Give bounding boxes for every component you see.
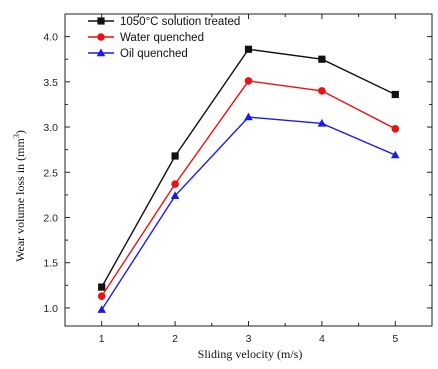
y-tick-label: 4.0 — [43, 32, 58, 44]
data-point-1050-c-solution-treated — [318, 55, 326, 63]
legend-label-water-quenched: Water quenched — [120, 32, 204, 44]
data-point-water-quenched — [318, 87, 326, 95]
x-axis-title: Sliding velocity (m/s) — [198, 347, 303, 361]
data-point-1050-c-solution-treated — [171, 152, 179, 160]
data-point-1050-c-solution-treated — [391, 90, 399, 99]
data-point-oil-quenched — [317, 118, 327, 127]
plot-border — [64, 13, 433, 327]
y-axis-title: Wear volume loss in (mm3) — [12, 130, 27, 262]
legend: 1050°C solution treated Water quenched Oil… — [88, 16, 240, 60]
x-axis: 1 2 3 4 5 — [99, 14, 398, 345]
y-tick-label: 3.5 — [43, 77, 58, 89]
y-tick-label: 1.0 — [43, 303, 58, 315]
y-axis-title-sup: 3 — [12, 134, 21, 138]
y-tick-label: 1.5 — [43, 258, 58, 270]
x-tick-label: 5 — [392, 333, 398, 345]
data-point-water-quenched — [97, 292, 106, 300]
series-line-1050-c-solution-treated — [101, 48, 396, 288]
legend-label-oil-quenched: Oil quenched — [120, 48, 188, 60]
legend-label-1050-c-solution-treated: 1050°C solution treated — [120, 16, 240, 28]
plot-frame — [64, 13, 433, 327]
data-point-oil-quenched — [97, 305, 106, 313]
data-point-oil-quenched — [244, 112, 253, 121]
data-point-oil-quenched — [391, 150, 400, 159]
y-axis: 1.0 1.5 2.0 2.5 3.0 3.5 4.0 — [43, 32, 432, 315]
series-line-oil-quenched — [101, 116, 396, 311]
x-tick-label: 4 — [319, 333, 325, 345]
data-point-1050-c-solution-treated — [244, 45, 253, 53]
data-point-water-quenched — [391, 125, 400, 133]
y-tick-label: 2.5 — [43, 167, 58, 179]
data-point-oil-quenched — [170, 191, 180, 199]
data-point-water-quenched — [244, 77, 253, 85]
x-tick-label: 2 — [172, 333, 178, 345]
y-axis-title-end: ) — [13, 130, 27, 134]
y-tick-label: 3.0 — [43, 122, 58, 134]
data-point-1050-c-solution-treated — [98, 283, 106, 291]
legend-marker-1050-c-solution-treated — [97, 17, 105, 25]
data-point-water-quenched — [171, 180, 179, 188]
x-tick-label: 1 — [99, 333, 105, 345]
series-layer — [97, 45, 400, 313]
y-tick-label: 2.0 — [43, 212, 58, 224]
x-tick-label: 3 — [246, 333, 252, 345]
legend-marker-oil-quenched — [96, 48, 106, 57]
legend-marker-water-quenched — [97, 33, 105, 41]
y-axis-title-main: Wear volume loss in (mm — [13, 137, 27, 261]
